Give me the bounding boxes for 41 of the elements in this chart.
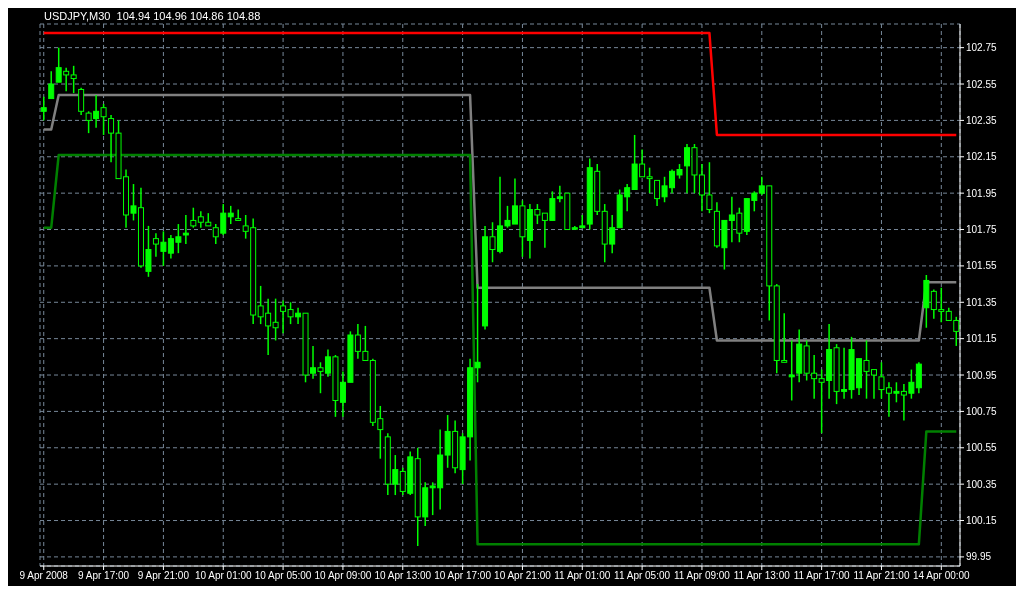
candlestick [182, 214, 189, 245]
x-tick-label: 11 Apr 17:00 [793, 570, 851, 582]
chart-title: USDJPY,M30 104.94 104.96 104.86 104.88 [44, 10, 261, 22]
y-tick-label: 102.35 [966, 114, 998, 126]
x-tick-label: 9 Apr 17:00 [78, 570, 130, 582]
x-tick-label: 10 Apr 21:00 [494, 570, 552, 582]
y-tick-label: 101.35 [966, 296, 998, 308]
y-tick-label: 100.55 [966, 442, 998, 454]
x-tick-label: 11 Apr 21:00 [853, 570, 910, 582]
candlestick [788, 339, 795, 402]
y-tick-label: 100.15 [966, 515, 998, 527]
y-tick-label: 100.75 [966, 405, 998, 417]
y-tick-label: 102.15 [966, 151, 998, 163]
x-tick-label: 11 Apr 01:00 [554, 570, 611, 582]
candlestick [190, 206, 197, 229]
x-tick-label: 10 Apr 13:00 [374, 570, 432, 582]
y-tick-label: 101.55 [966, 260, 998, 272]
x-tick-label: 14 Apr 00:00 [912, 570, 971, 582]
x-tick-label: 11 Apr 05:00 [614, 570, 671, 582]
x-tick-label: 11 Apr 13:00 [733, 570, 791, 582]
y-tick-label: 100.95 [966, 369, 998, 381]
y-tick-label: 101.95 [966, 187, 998, 199]
candlestick [70, 65, 77, 94]
y-tick-label: 102.75 [966, 42, 998, 54]
x-tick-label: 11 Apr 09:00 [673, 570, 731, 582]
x-tick-label: 9 Apr 2008 [19, 570, 69, 582]
x-tick-label: 10 Apr 01:00 [194, 570, 253, 582]
x-tick-label: 10 Apr 05:00 [254, 570, 312, 582]
y-tick-label: 99.95 [966, 551, 992, 563]
x-tick-label: 10 Apr 17:00 [434, 570, 492, 582]
x-tick-label: 10 Apr 09:00 [314, 570, 372, 582]
y-tick-label: 102.55 [966, 78, 998, 90]
y-tick-label: 101.75 [966, 224, 998, 236]
line-series [42, 153, 958, 546]
y-tick-label: 101.15 [966, 333, 998, 345]
y-tick-label: 100.35 [966, 478, 998, 490]
candlestick [235, 208, 242, 222]
candlestick [78, 86, 85, 116]
candlestick [40, 96, 47, 122]
x-tick-label: 9 Apr 21:00 [137, 570, 190, 582]
candlestick [48, 70, 55, 100]
